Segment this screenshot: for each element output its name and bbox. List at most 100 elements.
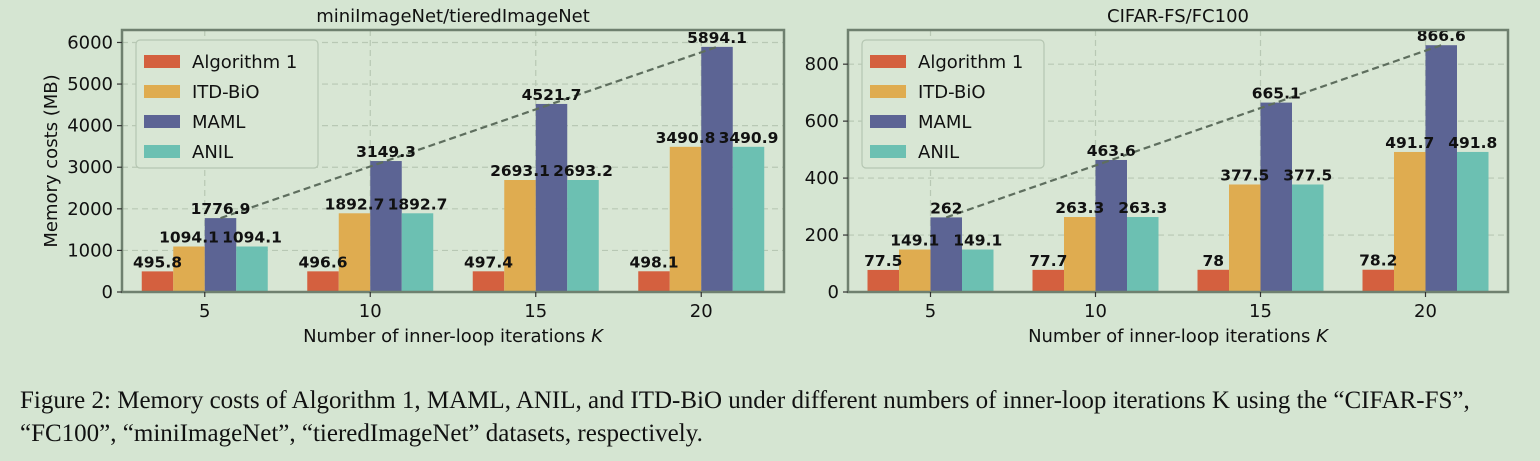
data-label: 77.7 bbox=[1029, 252, 1067, 270]
y-tick-label: 200 bbox=[805, 225, 839, 246]
plot-frame bbox=[846, 28, 1510, 294]
legend-swatch bbox=[870, 115, 906, 128]
y-tick-label: 3000 bbox=[67, 157, 113, 178]
data-label: 3149.3 bbox=[356, 143, 416, 161]
bar-algorithm-1-k15 bbox=[472, 271, 505, 292]
y-tick-label: 800 bbox=[805, 54, 839, 75]
legend-swatch bbox=[144, 115, 180, 128]
bar-itd-bio-k5 bbox=[899, 249, 931, 292]
legend-swatch bbox=[870, 55, 906, 68]
data-label: 4521.7 bbox=[522, 86, 582, 104]
data-label: 78 bbox=[1202, 252, 1224, 270]
plot-frame bbox=[120, 28, 786, 294]
data-label: 3490.9 bbox=[719, 129, 779, 147]
x-axis-label: Number of inner-loop iterations K bbox=[1028, 326, 1329, 347]
legend-label: ANIL bbox=[918, 142, 959, 163]
y-tick-label: 0 bbox=[828, 282, 839, 303]
data-label: 377.5 bbox=[1283, 166, 1332, 184]
legend-swatch bbox=[870, 85, 906, 98]
data-label: 1892.7 bbox=[388, 195, 448, 213]
x-tick-label: 5 bbox=[199, 301, 210, 322]
bar-anil-k5 bbox=[962, 249, 994, 292]
y-axis-label: Memory costs (MB) bbox=[41, 74, 62, 247]
legend-swatch bbox=[144, 85, 180, 98]
y-tick-label: 5000 bbox=[67, 74, 113, 95]
bar-itd-bio-k10 bbox=[1064, 217, 1096, 292]
bar-anil-k15 bbox=[1292, 184, 1324, 292]
bar-maml-k10 bbox=[370, 161, 402, 292]
chart-panel-1: 495.8 1094.1 1776.9 1094.1 496.6 1892.7 3149.3… bbox=[41, 6, 786, 347]
bar-anil-k15 bbox=[567, 179, 599, 292]
bar-itd-bio-k20 bbox=[1394, 151, 1426, 292]
chart-title: miniImageNet/tieredImageNet bbox=[316, 6, 590, 27]
x-tick-label: 10 bbox=[359, 301, 382, 322]
legend-label: Algorithm 1 bbox=[192, 52, 297, 73]
bar-algorithm-1-k20 bbox=[638, 271, 670, 292]
bar-algorithm-1-k10 bbox=[307, 271, 339, 292]
data-label: 263.3 bbox=[1055, 199, 1104, 217]
bar-anil-k10 bbox=[1127, 217, 1159, 292]
data-label: 496.6 bbox=[298, 253, 347, 271]
legend: Algorithm 1 ITD-BiO MAML ANIL bbox=[135, 39, 319, 169]
data-label: 149.1 bbox=[953, 232, 1002, 250]
data-label: 77.5 bbox=[864, 252, 902, 270]
x-tick-label: 10 bbox=[1084, 301, 1107, 322]
bar-maml-k5 bbox=[204, 218, 237, 292]
legend: Algorithm 1 ITD-BiO MAML ANIL bbox=[861, 39, 1045, 169]
data-label: 497.4 bbox=[464, 253, 513, 271]
legend-label: MAML bbox=[192, 112, 245, 133]
y-tick-label: 2000 bbox=[67, 199, 113, 220]
legend-swatch bbox=[144, 55, 180, 68]
y-tick-label: 400 bbox=[805, 168, 839, 189]
y-tick-label: 6000 bbox=[67, 32, 113, 53]
bar-itd-bio-k15 bbox=[504, 180, 536, 292]
bar-itd-bio-k20 bbox=[669, 146, 702, 292]
x-tick-label: 20 bbox=[1414, 301, 1437, 322]
data-label: 665.1 bbox=[1252, 85, 1301, 103]
y-tick-label: 4000 bbox=[67, 116, 113, 137]
bar-maml-k20 bbox=[1425, 45, 1457, 292]
bar-itd-bio-k15 bbox=[1229, 184, 1261, 292]
bar-anil-k20 bbox=[1457, 151, 1489, 292]
legend-box bbox=[135, 39, 319, 169]
legend-box bbox=[861, 39, 1045, 169]
data-label: 262 bbox=[930, 199, 962, 217]
data-label: 5894.1 bbox=[687, 29, 747, 47]
legend-label: MAML bbox=[918, 112, 971, 133]
legend-label: Algorithm 1 bbox=[918, 52, 1023, 73]
bar-maml-k15 bbox=[535, 103, 568, 292]
y-tick-label: 0 bbox=[102, 282, 113, 303]
bar-algorithm-1-k5 bbox=[867, 269, 899, 292]
y-tick-label: 600 bbox=[805, 111, 839, 132]
data-label: 1892.7 bbox=[325, 195, 385, 213]
x-tick-label: 5 bbox=[925, 301, 936, 322]
legend-swatch bbox=[144, 145, 180, 158]
bar-algorithm-1-k10 bbox=[1032, 269, 1064, 292]
bar-maml-k20 bbox=[701, 46, 733, 293]
legend-label: ITD-BiO bbox=[192, 82, 260, 103]
legend-label: ANIL bbox=[192, 142, 233, 163]
data-label: 78.2 bbox=[1359, 252, 1397, 270]
data-label: 866.6 bbox=[1417, 27, 1466, 45]
bar-itd-bio-k10 bbox=[338, 213, 371, 292]
data-label: 495.8 bbox=[133, 253, 182, 271]
data-label: 3490.8 bbox=[656, 129, 716, 147]
bar-itd-bio-k5 bbox=[173, 246, 205, 292]
figure-charts: 495.8 1094.1 1776.9 1094.1 496.6 1892.7 3149.3… bbox=[41, 6, 1510, 347]
bar-maml-k15 bbox=[1260, 102, 1292, 292]
x-tick-label: 15 bbox=[1249, 301, 1272, 322]
bar-anil-k5 bbox=[236, 246, 268, 292]
chart-title: CIFAR-FS/FC100 bbox=[1107, 6, 1249, 27]
y-tick-label: 1000 bbox=[67, 240, 113, 261]
data-label: 1776.9 bbox=[191, 200, 251, 218]
data-label: 463.6 bbox=[1087, 142, 1136, 160]
data-label: 1094.1 bbox=[159, 228, 219, 246]
data-label: 491.8 bbox=[1448, 134, 1497, 152]
data-label: 2693.1 bbox=[490, 162, 550, 180]
x-tick-label: 20 bbox=[690, 301, 713, 322]
legend-label: ITD-BiO bbox=[918, 82, 986, 103]
data-label: 149.1 bbox=[890, 232, 939, 250]
bar-anil-k20 bbox=[732, 146, 765, 292]
data-label: 498.1 bbox=[629, 253, 678, 271]
bar-algorithm-1-k20 bbox=[1362, 269, 1394, 292]
